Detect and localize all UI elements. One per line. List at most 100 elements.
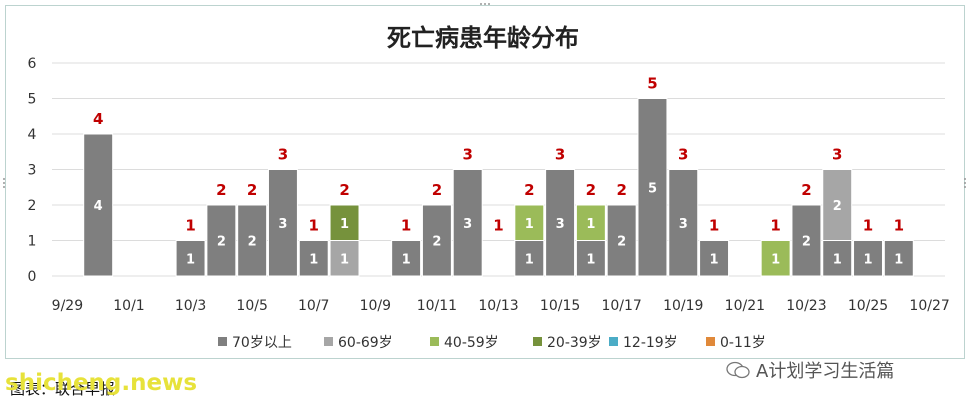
bar-value-label: 5 (648, 181, 657, 196)
x-tick-label: 10/15 (540, 298, 580, 314)
bar-segment (298, 240, 329, 277)
bar-total-label: 1 (770, 217, 780, 235)
bar-value-label: 1 (586, 252, 595, 267)
bar-segment (237, 204, 268, 277)
x-tick-label: 10/1 (113, 298, 144, 314)
bar-segment (83, 133, 114, 277)
bar-segment (575, 204, 606, 241)
bar-segment (575, 240, 606, 277)
bar-segment (514, 204, 545, 241)
bar-value-label: 2 (802, 235, 811, 250)
bar-value-label: 1 (710, 252, 719, 267)
legend-swatch (218, 337, 227, 346)
y-axis-ticks: 0 1 2 3 4 5 6 (28, 56, 37, 285)
y-tick-label: 5 (28, 92, 37, 108)
bar-total-label: 3 (278, 146, 288, 164)
bar-segment (699, 240, 730, 277)
bar-segment (822, 240, 853, 277)
bar-value-label: 1 (402, 252, 411, 267)
bar-segment (391, 240, 422, 277)
bar-segment (791, 204, 822, 277)
bar-total-label: 2 (247, 181, 257, 199)
bar-value-label: 1 (771, 252, 780, 267)
x-axis-ticks: 9/29 10/1 10/3 10/5 10/7 10/9 10/11 10/13 10/15 1… (52, 298, 950, 314)
bar-total-label: 3 (678, 146, 688, 164)
x-tick-label: 10/7 (298, 298, 329, 314)
bar-value-label: 4 (94, 199, 103, 214)
bar-value-label: 2 (248, 235, 257, 250)
bar-value-label: 1 (186, 252, 195, 267)
bar-segment (822, 169, 853, 241)
bar-value-label: 2 (432, 235, 441, 250)
wechat-icon (726, 361, 750, 379)
bar-segment (267, 169, 298, 277)
resize-handle-left[interactable] (2, 176, 6, 190)
x-tick-label: 10/5 (236, 298, 267, 314)
x-tick-label: 10/13 (478, 298, 518, 314)
resize-handle-top[interactable] (478, 2, 492, 6)
bar-total-label: 1 (185, 217, 195, 235)
bar-value-label: 2 (217, 235, 226, 250)
bar-value-label: 3 (556, 217, 565, 232)
bar-segment (883, 240, 914, 277)
bar-segment (452, 169, 483, 277)
wechat-account-tag: A计划学习生活篇 (726, 357, 894, 383)
y-tick-label: 4 (28, 127, 37, 143)
resize-handle-right[interactable] (963, 176, 967, 190)
bar-total-label: 1 (863, 217, 873, 235)
bar-value-label: 1 (894, 252, 903, 267)
y-tick-label: 1 (28, 234, 37, 250)
y-tick-label: 3 (28, 163, 37, 179)
bar-total-label: 3 (555, 146, 565, 164)
bar-value-label: 3 (679, 217, 688, 232)
legend-swatch (324, 337, 333, 346)
legend-label: 60-69岁 (338, 335, 393, 351)
x-tick-label: 10/9 (360, 298, 391, 314)
bar-value-label: 1 (309, 252, 318, 267)
bar-segment (606, 204, 637, 277)
legend-label: 12-19岁 (623, 335, 678, 351)
legend-swatch (609, 337, 618, 346)
bar-total-label: 3 (832, 146, 842, 164)
chart-credit: 图表：联合早报 (10, 380, 116, 398)
bar-segment (853, 240, 883, 277)
bar-segment (668, 169, 699, 277)
bar-total-label: 2 (616, 181, 626, 199)
legend-swatch (430, 337, 439, 346)
bar-total-label: 1 (309, 217, 319, 235)
wechat-account-name: A计划学习生活篇 (756, 361, 895, 382)
legend-label: 20-39岁 (547, 335, 602, 351)
x-tick-label: 10/23 (786, 298, 826, 314)
x-tick-label: 10/19 (663, 298, 703, 314)
legend-swatch (533, 337, 542, 346)
bar-segment (206, 204, 237, 277)
bar-total-label: 2 (801, 181, 811, 199)
bar-value-label: 1 (525, 217, 534, 232)
bar-value-label: 1 (863, 252, 872, 267)
y-tick-label: 2 (28, 198, 37, 214)
bar-total-label: 1 (709, 217, 719, 235)
legend-label: 40-59岁 (444, 335, 499, 351)
y-tick-label: 6 (28, 56, 37, 72)
bar-value-label: 1 (340, 252, 349, 267)
bars: 4 4 1 1 2 2 2 2 3 3 1 1 1 1 2 1 1 2 2 3 3 1 1 1 2 3 3 1 1 2 2 2 5 5 3 3 1 1 1 1… (83, 75, 914, 277)
bar-total-label: 3 (462, 146, 472, 164)
bar-total-label: 2 (586, 181, 596, 199)
y-tick-label: 0 (28, 269, 37, 285)
bar-total-label: 1 (493, 217, 503, 235)
bar-value-label: 1 (833, 252, 842, 267)
bar-value-label: 1 (340, 217, 349, 232)
bar-segment (329, 204, 360, 241)
x-tick-label: 10/27 (909, 298, 949, 314)
x-tick-label: 10/11 (417, 298, 457, 314)
bar-total-label: 2 (339, 181, 349, 199)
chart: 死亡病患年龄分布 0 1 2 3 4 5 6 4 4 1 1 2 2 2 2 3 3 1 1 1 1 2 1 1 2 2 3 3 1 1… (28, 24, 950, 351)
bar-value-label: 2 (833, 199, 842, 214)
legend: 70岁以上 60-69岁 40-59岁 20-39岁 12-19岁 0-11岁 (218, 335, 766, 351)
x-tick-label: 10/21 (725, 298, 765, 314)
bar-value-label: 3 (463, 217, 472, 232)
bar-total-label: 2 (432, 181, 442, 199)
bar-value-label: 3 (278, 217, 287, 232)
bar-value-label: 1 (525, 252, 534, 267)
bar-total-label: 1 (401, 217, 411, 235)
